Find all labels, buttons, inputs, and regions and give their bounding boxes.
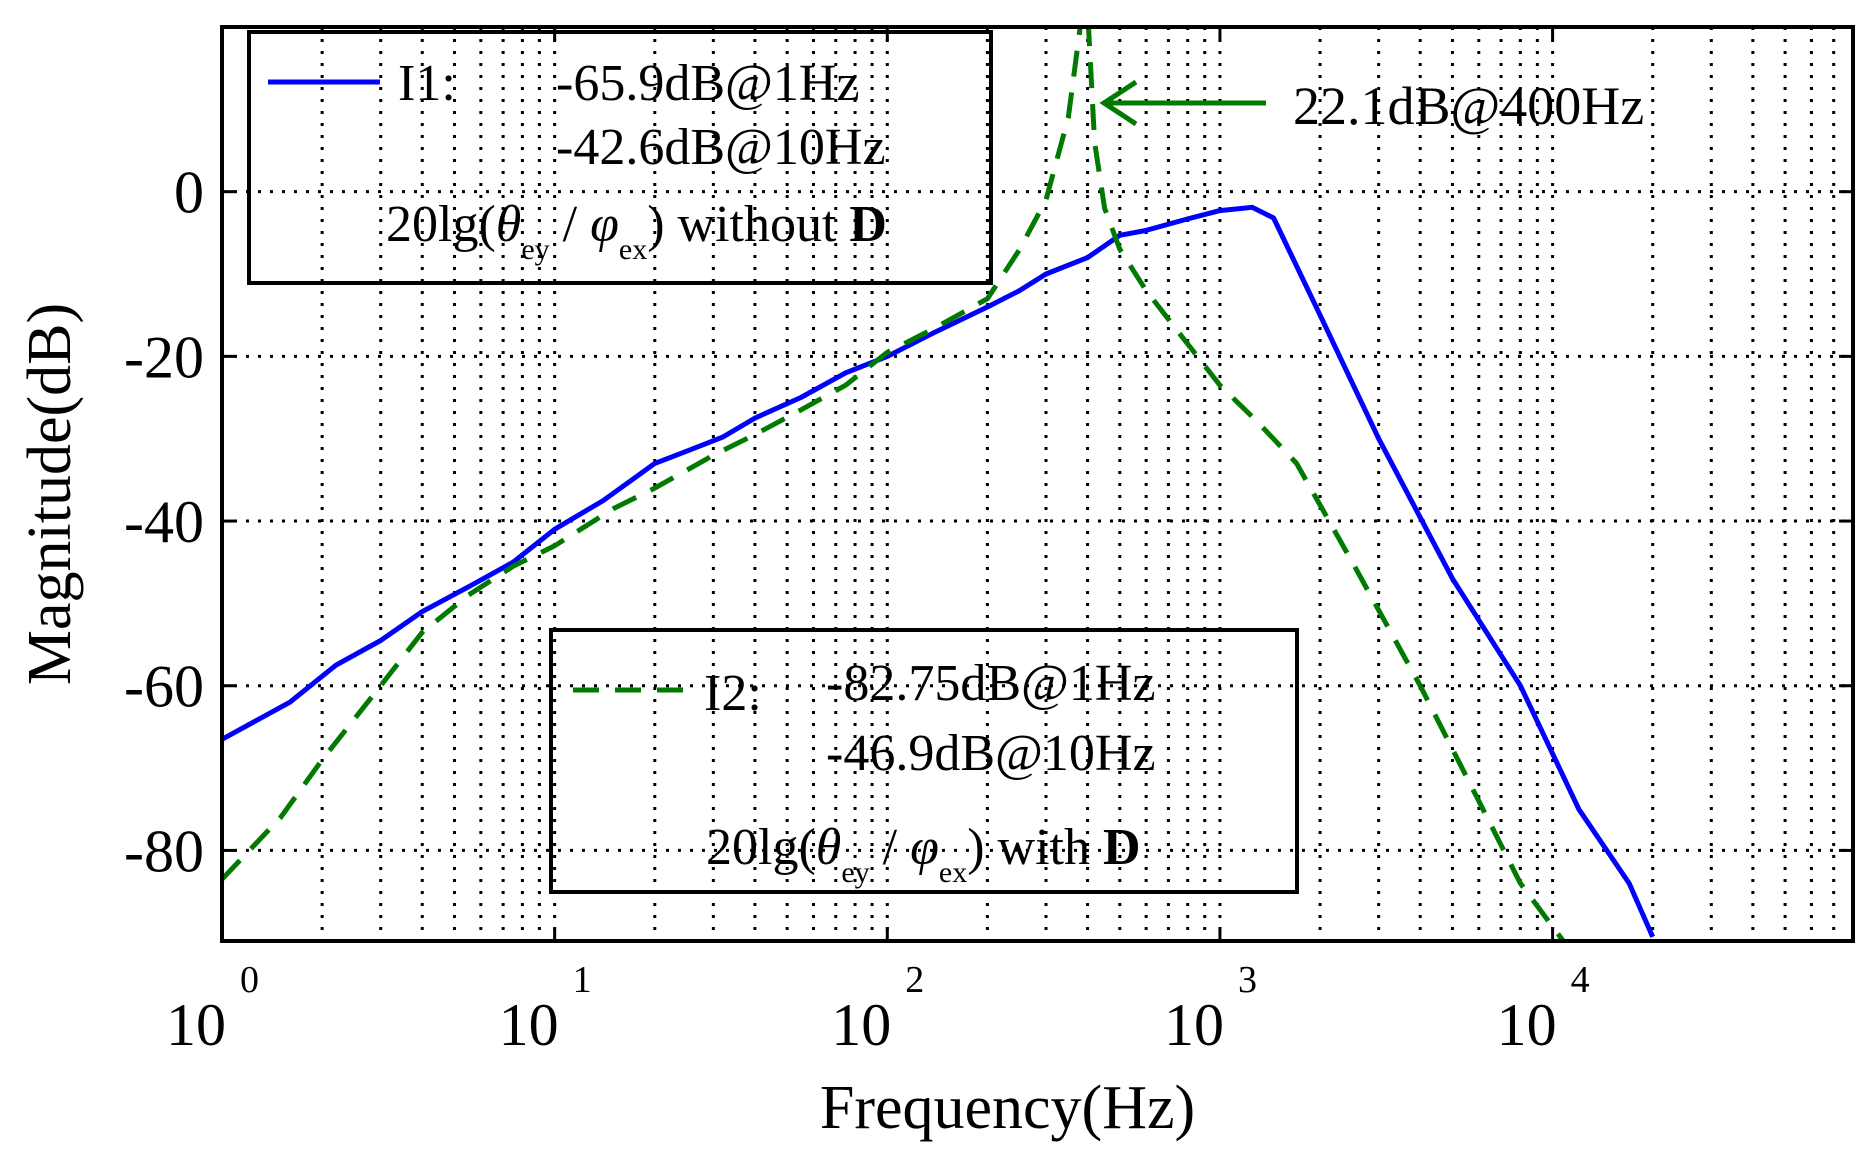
x-axis-label: Frequency(Hz)	[820, 1074, 1195, 1142]
legend-box-i2: I2: -82.75dB@1Hz -46.9dB@10Hz 20lg(θey /…	[549, 628, 1299, 894]
annotation-arrowhead	[1099, 79, 1138, 127]
x-tick-label: 10	[1164, 992, 1224, 1058]
x-tick-exponent: 2	[905, 959, 924, 1001]
legend-label-i2: I2:	[704, 665, 762, 722]
x-tick-label: 10	[499, 992, 559, 1058]
x-tick-exponent: 3	[1238, 959, 1257, 1001]
axis-ticks: 10 0 10 1 10 2 10 3 10 4 0 -20 -40 -60 -80	[124, 27, 1853, 1058]
y-tick-label: -80	[124, 818, 204, 884]
grid	[222, 27, 1853, 941]
legend-value-i1-1hz: -65.9dB@1Hz	[556, 55, 860, 112]
legend-box-i1: I1: -65.9dB@1Hz -42.6dB@10Hz 20lg(θey / …	[247, 30, 993, 285]
annotation-text: 22.1dB@400Hz	[1293, 76, 1644, 136]
legend-value-i2-1hz: -82.75dB@1Hz	[826, 655, 1156, 712]
y-tick-label: -60	[124, 654, 204, 720]
x-tick-label: 10	[831, 992, 891, 1058]
x-tick-exponent: 1	[573, 959, 592, 1001]
legend-desc-i2: 20lg(θey / φex) with D	[706, 819, 1141, 889]
peak-annotation: 22.1dB@400Hz	[1099, 76, 1644, 136]
y-axis-label: Magnitude(dB)	[16, 303, 84, 685]
series-line-i1	[222, 204, 1655, 938]
y-tick-label: -20	[124, 324, 204, 390]
legend-value-i1-10hz: -42.6dB@10Hz	[556, 119, 886, 176]
legend-value-i2-10hz: -46.9dB@10Hz	[826, 725, 1156, 782]
x-tick-label: 10	[1497, 992, 1557, 1058]
legend-label-i1: I1:	[398, 55, 456, 112]
axes-frame	[220, 25, 1855, 943]
x-tick-label: 10	[166, 992, 226, 1058]
legend-desc-i1: 20lg(θey / φex) without D	[386, 196, 887, 266]
plot-series	[222, 27, 1655, 941]
y-tick-label: 0	[174, 160, 204, 226]
y-tick-label: -40	[124, 489, 204, 555]
x-tick-exponent: 0	[240, 959, 259, 1001]
series-line-i2	[222, 27, 1567, 941]
x-tick-exponent: 4	[1571, 959, 1590, 1001]
